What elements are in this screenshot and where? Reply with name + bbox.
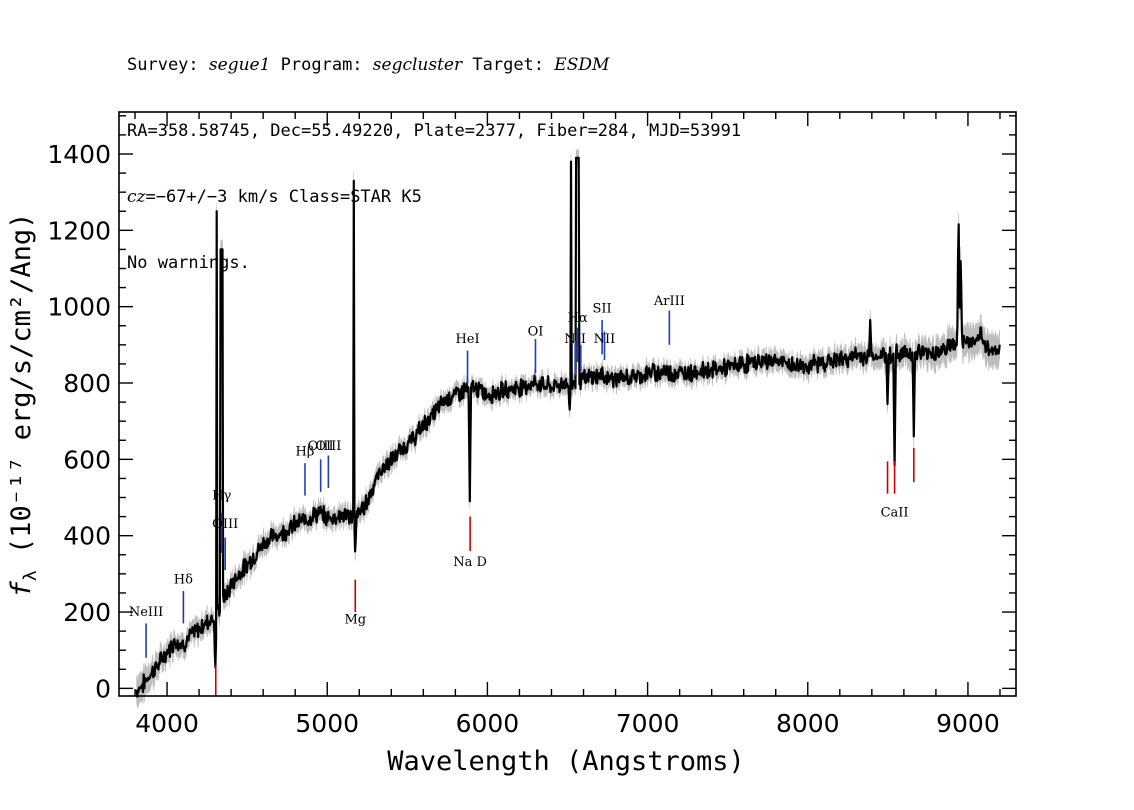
error-band-area <box>136 149 1000 709</box>
line-label-caii: CaII <box>881 506 909 521</box>
y-tick-label: 0 <box>95 674 111 703</box>
plot-axes: 4000 5000 6000 7000 8000 9000 0 200 400 600 800 100… <box>47 111 1017 738</box>
x-axis-label: Wavelength (Angstroms) <box>387 746 745 777</box>
header-line-1: Survey: segue1 Program: segcluster Targe… <box>127 55 610 75</box>
y-tick-label: 400 <box>63 522 111 551</box>
x-tick-label: 8000 <box>776 709 840 738</box>
flux-line <box>135 156 1001 698</box>
line-label-h-: Hα <box>568 311 588 326</box>
line-label-oiii: OIII <box>212 517 238 532</box>
y-tick-label: 1400 <box>47 140 111 169</box>
x-tick-label: 9000 <box>936 709 1000 738</box>
line-label-neiii: NeIII <box>129 605 163 620</box>
spectrum-header: Survey: segue1 Program: segcluster Targe… <box>127 10 741 296</box>
y-tick-label: 1200 <box>47 216 111 245</box>
line-label-nii: NII <box>564 332 586 347</box>
y-tick-label: 1000 <box>47 293 111 322</box>
line-label-na-d: Na D <box>453 555 487 570</box>
line-label-nii: NII <box>594 332 616 347</box>
y-tick-label: 600 <box>63 445 111 474</box>
line-label-sii: SII <box>593 301 612 316</box>
header-line-2: RA=358.58745, Dec=55.49220, Plate=2377, … <box>127 121 742 141</box>
y-tick-label: 200 <box>63 598 111 627</box>
survey-name: segue1 <box>208 55 271 75</box>
error-band <box>136 149 1000 709</box>
x-tick-label: 5000 <box>295 709 359 738</box>
line-label-oiii: OIII <box>315 439 341 454</box>
line-label-h-: Hβ <box>296 445 315 460</box>
y-axis-label: fλ (10⁻¹⁷ erg/s/cm²/Ang) <box>6 213 41 598</box>
header-line-4: No warnings. <box>127 253 250 273</box>
y-tick-label: 800 <box>63 369 111 398</box>
spectral-line-markers: NeIIIHδHγOIIIHβOIIIOIIIHeIOINIIHαSIINIIA… <box>129 294 915 696</box>
program-name: segcluster <box>372 55 463 75</box>
line-label-h-: Hγ <box>212 488 231 503</box>
line-label-mg: Mg <box>344 612 366 627</box>
line-label-oiii: OIII <box>308 439 334 454</box>
target-name: ESDM <box>554 55 610 75</box>
flux-series <box>135 156 1001 698</box>
line-label-h-: Hδ <box>174 572 193 587</box>
line-label-ariii: ArIII <box>653 294 685 309</box>
x-tick-label: 6000 <box>456 709 520 738</box>
x-tick-label: 7000 <box>616 709 680 738</box>
line-label-hei: HeI <box>455 332 479 347</box>
x-tick-label: 4000 <box>135 709 199 738</box>
line-label-oi: OI <box>528 324 544 339</box>
plot-frame <box>118 111 1017 697</box>
header-line-3: cz=−67+/−3 km/s Class=STAR K5 <box>127 187 422 207</box>
